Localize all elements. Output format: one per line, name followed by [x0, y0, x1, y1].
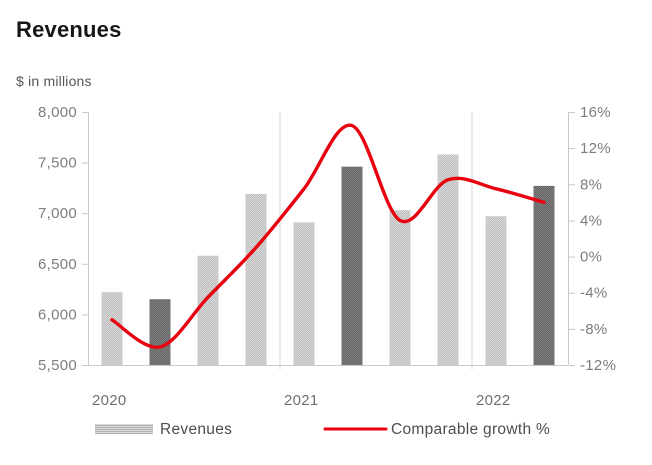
bar-highlighted-quarter: [341, 166, 363, 365]
bar-quarter: [485, 216, 507, 365]
svg-text:16%: 16%: [580, 104, 611, 121]
axes: [88, 112, 569, 366]
bar-quarter: [293, 222, 315, 365]
svg-text:12%: 12%: [580, 140, 611, 157]
comparable-growth-line: [110, 123, 546, 349]
svg-text:6,500: 6,500: [38, 256, 77, 273]
bar-quarter: [245, 193, 267, 365]
svg-text:6,000: 6,000: [38, 306, 77, 323]
year-separator-gridlines: [279, 112, 473, 370]
svg-text:7,000: 7,000: [38, 205, 77, 222]
chart-subtitle: $ in millions: [16, 73, 92, 89]
bar-quarter: [101, 292, 123, 365]
revenues-growth-chart: 8,000 7,500 7,000 6,500 6,000 5,500 16% 12% 8% 4%…: [38, 104, 616, 438]
svg-text:5,500: 5,500: [38, 357, 77, 374]
legend: Revenues Comparable growth %: [95, 421, 550, 438]
chart-title: Revenues: [16, 17, 122, 42]
bar-quarter: [389, 210, 411, 365]
bar-quarter: [197, 255, 219, 365]
bar-highlighted-quarter: [533, 185, 555, 365]
legend-growth-label: Comparable growth %: [391, 421, 550, 438]
legend-revenues-swatch: [95, 424, 153, 434]
year-label: 2020: [92, 392, 127, 409]
svg-text:-4%: -4%: [580, 285, 608, 302]
svg-text:4%: 4%: [580, 212, 602, 229]
svg-text:0%: 0%: [580, 249, 602, 266]
right-axis-labels: 16% 12% 8% 4% 0% -4% -8% -12%: [569, 104, 616, 374]
bar-highlighted-quarter: [149, 299, 171, 365]
left-axis-labels: 8,000 7,500 7,000 6,500 6,000 5,500: [38, 104, 88, 374]
x-axis-year-labels: 2020 2021 2022: [92, 392, 511, 409]
legend-revenues-label: Revenues: [160, 421, 232, 438]
revenue-bars: [101, 154, 555, 365]
year-label: 2022: [476, 392, 511, 409]
bar-quarter: [437, 154, 459, 365]
svg-text:8%: 8%: [580, 176, 602, 193]
svg-text:7,500: 7,500: [38, 155, 77, 172]
svg-text:-8%: -8%: [580, 321, 608, 338]
svg-text:8,000: 8,000: [38, 104, 77, 121]
svg-text:-12%: -12%: [580, 357, 616, 374]
year-label: 2021: [284, 392, 319, 409]
